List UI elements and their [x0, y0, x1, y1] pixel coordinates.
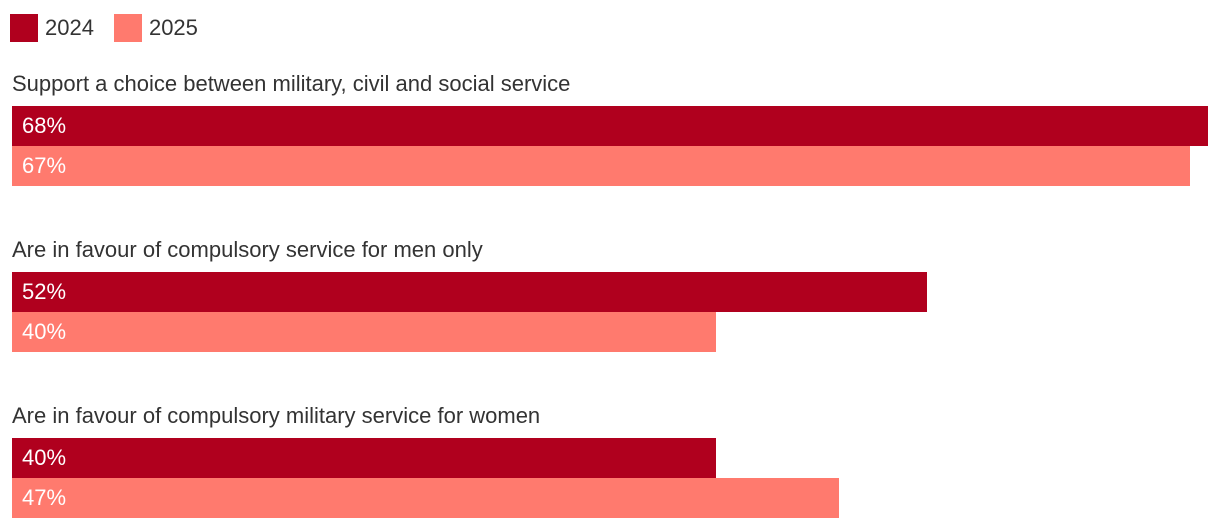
- bar-2024: 40%: [12, 438, 716, 478]
- bar-2024: 68%: [12, 106, 1208, 146]
- bar-value-label: 47%: [22, 485, 67, 510]
- category-group-3: Are in favour of compulsory military ser…: [12, 402, 1212, 518]
- bar-2025: 47%: [12, 478, 839, 518]
- legend-label-2024: 2024: [45, 15, 94, 40]
- bar-2025: 40%: [12, 312, 716, 352]
- legend-item-2025: 2025: [113, 14, 198, 42]
- legend-swatch-2025: [113, 14, 142, 42]
- bar-value-label: 68%: [22, 113, 67, 138]
- category-group-2: Are in favour of compulsory service for …: [12, 236, 1212, 352]
- bar-value-label: 40%: [22, 319, 67, 344]
- legend-label-2025: 2025: [148, 15, 198, 40]
- category-label: Are in favour of compulsory service for …: [12, 237, 483, 262]
- chart-legend: 2024 2025: [10, 14, 218, 42]
- legend-item-2024: 2024: [10, 14, 94, 42]
- bar-value-label: 67%: [22, 153, 67, 178]
- category-label: Support a choice between military, civil…: [12, 71, 571, 96]
- category-group-1: Support a choice between military, civil…: [12, 70, 1212, 186]
- legend-swatch-2024: [10, 14, 38, 42]
- bar-2024: 52%: [12, 272, 927, 312]
- bar-value-label: 52%: [22, 279, 67, 304]
- bar-value-label: 40%: [22, 445, 67, 470]
- bar-2025: 67%: [12, 146, 1190, 186]
- category-label: Are in favour of compulsory military ser…: [12, 403, 541, 428]
